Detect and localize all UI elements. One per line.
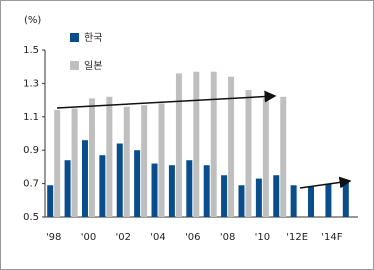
bar <box>290 185 297 217</box>
y-tick-label: 1.5 <box>23 45 39 56</box>
bar <box>158 103 165 217</box>
bar <box>203 165 210 217</box>
y-tick-label: 1.3 <box>23 78 39 89</box>
x-tick-label: '02 <box>116 232 131 243</box>
bar <box>106 96 113 217</box>
legend-swatch <box>70 33 79 42</box>
y-unit-label: (%) <box>24 15 41 26</box>
bar <box>325 183 332 217</box>
bar <box>245 90 252 217</box>
legend-swatch <box>70 61 79 70</box>
bar <box>54 110 61 217</box>
bar <box>280 96 287 217</box>
y-tick-label: 0.7 <box>23 179 39 190</box>
trend-arrow <box>299 176 352 189</box>
bar <box>123 106 130 217</box>
bar <box>193 71 200 218</box>
bar <box>255 178 262 217</box>
bar <box>175 73 182 217</box>
x-tick-label: '08 <box>220 232 235 243</box>
bar <box>210 71 217 218</box>
bar <box>71 108 78 217</box>
bar <box>99 155 106 217</box>
bar <box>221 175 228 217</box>
y-tick-label: 0.5 <box>23 212 39 223</box>
x-tick-label: '10 <box>255 232 270 243</box>
bar <box>262 98 269 217</box>
bar <box>308 186 315 217</box>
bar <box>228 76 235 217</box>
bar <box>81 140 88 217</box>
y-tick-label: 0.9 <box>23 145 39 156</box>
bar <box>238 185 245 217</box>
bar <box>64 160 71 217</box>
bar <box>168 165 175 217</box>
legend-label: 일본 <box>84 60 102 72</box>
legend-label: 한국 <box>84 32 102 44</box>
x-tick-label: '04 <box>150 232 165 243</box>
bar <box>186 160 193 217</box>
trend-arrow <box>56 90 277 109</box>
y-tick-label: 1.1 <box>23 112 39 123</box>
bar <box>342 180 349 217</box>
x-tick-label: '12E <box>286 232 308 243</box>
x-tick-label: '06 <box>185 232 200 243</box>
x-tick-label: '00 <box>81 232 96 243</box>
bar <box>88 98 95 217</box>
plot: 0.5 0.7 0.9 1.1 1.3 1.5 '98 '00 '02 '04 '06 '08 '10 '… <box>23 32 358 243</box>
bar <box>273 175 280 217</box>
bar <box>134 150 141 217</box>
x-tick-label: '98 <box>46 232 61 243</box>
bar <box>47 185 54 217</box>
bar <box>141 105 148 217</box>
bar <box>151 163 158 217</box>
bar <box>116 143 123 217</box>
x-tick-label: '14F <box>321 232 342 243</box>
